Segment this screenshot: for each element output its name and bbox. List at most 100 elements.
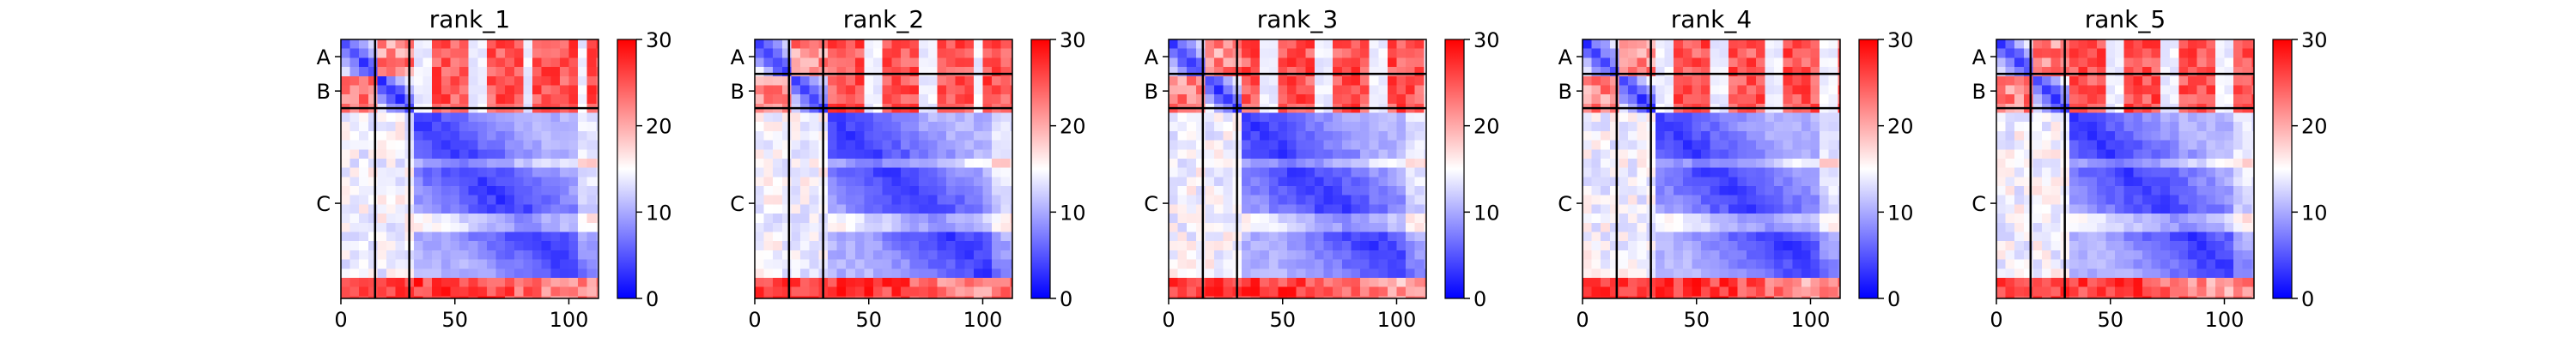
heatmap-cell — [550, 186, 561, 196]
heatmap-cell — [1682, 67, 1693, 77]
heatmap-cell — [1333, 167, 1343, 178]
heatmap-cell — [809, 177, 819, 187]
heatmap-cell — [1360, 222, 1370, 233]
heatmap-cell — [1719, 57, 1729, 68]
heatmap-cell — [2215, 204, 2226, 214]
heatmap-cell — [1387, 158, 1398, 169]
heatmap-cells — [1583, 39, 1841, 299]
heatmap-cell — [2078, 241, 2088, 251]
heatmap-cell — [1820, 158, 1830, 169]
heatmap-cell — [1214, 94, 1224, 105]
heatmap-cell — [1810, 122, 1820, 132]
heatmap-cell — [827, 204, 838, 214]
heatmap-cell — [1195, 67, 1206, 77]
heatmap-cell — [1820, 222, 1830, 233]
heatmap-cell — [2133, 214, 2143, 224]
heatmap-cell — [377, 232, 387, 242]
heatmap-cell — [1296, 222, 1306, 233]
heatmap-cell — [1351, 214, 1361, 224]
heatmap-cell — [1655, 122, 1666, 132]
heatmap-cell — [909, 94, 920, 105]
heatmap-cell — [2224, 259, 2234, 269]
heatmap-cell — [1674, 259, 1684, 269]
heatmap-cell — [1241, 122, 1252, 132]
heatmap-cell — [1591, 149, 1601, 159]
heatmap-cell — [550, 204, 561, 214]
heatmap-cell — [568, 204, 579, 214]
heatmap-cell — [2151, 241, 2161, 251]
heatmap-cell — [1701, 122, 1711, 132]
heatmap-cell — [1241, 85, 1252, 95]
heatmap-cell — [1637, 167, 1647, 178]
heatmap-cell — [1719, 75, 1729, 87]
heatmap-cell — [1628, 268, 1638, 279]
heatmap-cell — [2069, 158, 2080, 169]
heatmap-cell — [568, 241, 579, 251]
heatmap-cell — [1296, 122, 1306, 132]
heatmap-cell — [1664, 48, 1674, 58]
heatmap-cell — [854, 241, 866, 251]
heatmap-cell — [791, 186, 801, 196]
heatmap-cell — [1655, 195, 1666, 206]
heatmap-cell — [596, 167, 599, 178]
heatmap-cell — [2188, 140, 2198, 150]
heatmap-cell — [2160, 186, 2171, 196]
heatmap-cell — [2096, 75, 2107, 87]
heatmap-cell — [2005, 268, 2015, 279]
heatmap-cell — [568, 214, 579, 224]
heatmap-cell — [1838, 85, 1841, 95]
heatmap-cell — [568, 57, 579, 68]
heatmap-cell — [2050, 186, 2061, 196]
heatmap-cell — [864, 57, 874, 68]
heatmap-cell — [763, 158, 774, 169]
heatmap-cell — [422, 296, 433, 299]
heatmap-cell — [1838, 195, 1841, 206]
heatmap-cell — [891, 57, 902, 68]
heatmap-cell — [1414, 268, 1425, 279]
heatmap-cell — [2032, 48, 2043, 58]
heatmap-cell — [440, 140, 452, 150]
heatmap-cell — [468, 140, 478, 150]
heatmap-cell — [2023, 241, 2034, 251]
heatmap-cell — [505, 112, 515, 123]
heatmap-cell — [450, 158, 460, 169]
heatmap-cell — [2023, 130, 2034, 141]
heatmap-cell — [1396, 259, 1406, 269]
heatmap-cell — [359, 158, 369, 169]
heatmap-cell — [1169, 85, 1179, 95]
heatmap-cell — [1278, 277, 1288, 288]
heatmap-cell — [1801, 268, 1812, 279]
heatmap-cell — [800, 204, 811, 214]
heatmap-cell — [1177, 158, 1188, 169]
heatmap-cell — [2023, 140, 2034, 150]
heatmap-cell — [2251, 122, 2255, 132]
heatmap-cell — [791, 214, 801, 224]
heatmap-cell — [1755, 149, 1765, 159]
heatmap-cell — [2178, 39, 2189, 50]
heatmap-cell — [1260, 48, 1270, 58]
heatmap-cell — [946, 222, 957, 233]
heatmap-cell — [1351, 57, 1361, 68]
heatmap-cell — [1305, 286, 1315, 297]
heatmap-cell — [1169, 67, 1179, 77]
heatmap-cell — [1783, 195, 1793, 206]
heatmap-cell — [1205, 250, 1215, 261]
heatmap-cell — [1810, 286, 1820, 297]
heatmap-cell — [1223, 259, 1233, 269]
heatmap-cell — [1341, 268, 1352, 279]
heatmap-cell — [1195, 130, 1206, 141]
heatmap-cell — [1314, 85, 1325, 95]
heatmap-cell — [1177, 286, 1188, 297]
heatmap-cell — [1801, 94, 1812, 105]
heatmap-cell — [2096, 39, 2107, 50]
heatmap-cell — [495, 286, 506, 297]
heatmap-cell — [891, 222, 902, 233]
heatmap-cell — [992, 39, 1002, 50]
heatmap-cell — [459, 94, 470, 105]
heatmap-cell — [2242, 250, 2252, 261]
heatmap-cell — [2233, 204, 2244, 214]
heatmap-cell — [2251, 259, 2255, 269]
heatmap-cell — [2178, 296, 2189, 299]
heatmap-cell — [1187, 214, 1197, 224]
heatmap-cell — [1765, 186, 1775, 196]
